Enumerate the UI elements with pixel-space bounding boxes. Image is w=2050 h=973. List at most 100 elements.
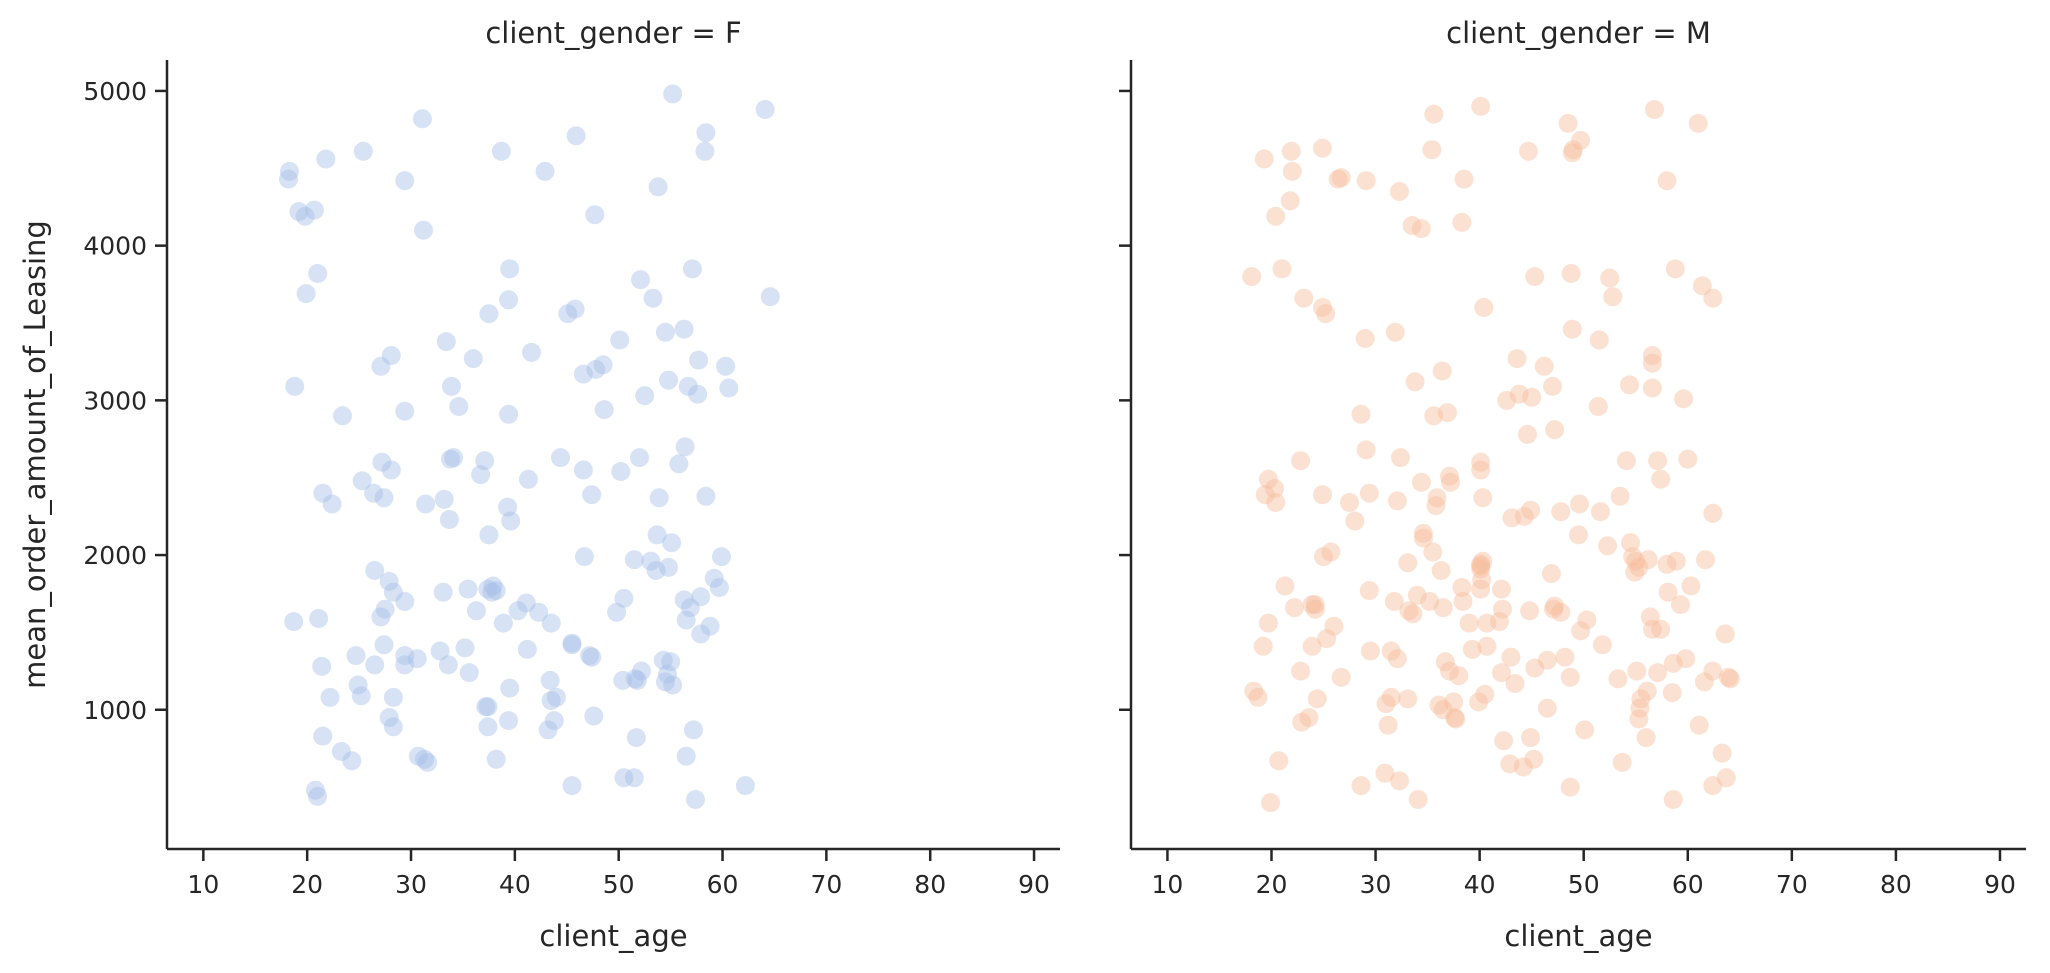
data-point <box>1688 113 1708 133</box>
data-point <box>1427 488 1447 508</box>
data-point <box>1720 669 1740 689</box>
data-point <box>1381 641 1401 661</box>
data-point <box>313 726 333 746</box>
data-point <box>1282 161 1302 181</box>
data-point <box>1242 267 1262 287</box>
data-point <box>493 613 513 633</box>
data-point <box>1642 619 1662 639</box>
data-point <box>688 384 708 404</box>
data-point <box>478 697 498 717</box>
data-point <box>1272 259 1292 279</box>
data-point <box>662 533 682 553</box>
data-point <box>1390 771 1409 791</box>
data-point <box>1534 356 1554 376</box>
data-point <box>407 649 427 669</box>
data-point <box>719 378 739 398</box>
data-point <box>1524 749 1544 769</box>
data-point <box>1266 493 1286 512</box>
x-tick-label: 80 <box>1880 870 1912 899</box>
data-point <box>546 687 566 707</box>
y-ticks-male <box>1119 89 1131 712</box>
data-point <box>663 675 683 695</box>
data-point <box>647 525 667 545</box>
data-point <box>1562 319 1582 339</box>
data-point <box>580 646 600 666</box>
data-point <box>444 448 464 468</box>
x-tick-label: 10 <box>187 870 219 899</box>
data-point <box>1630 698 1650 718</box>
data-point <box>371 607 391 627</box>
data-point <box>383 687 403 707</box>
data-point <box>562 776 582 796</box>
data-point <box>573 460 593 480</box>
x-axis-label-female: client_age <box>539 919 687 953</box>
data-point <box>365 655 385 675</box>
data-point <box>479 525 499 545</box>
data-point <box>684 720 703 740</box>
data-point <box>566 126 586 146</box>
data-point <box>1620 375 1639 395</box>
data-point <box>383 717 403 737</box>
data-point <box>624 768 644 788</box>
data-point <box>364 483 384 503</box>
data-point <box>1555 647 1575 667</box>
data-point <box>538 720 558 740</box>
data-point <box>1676 649 1696 669</box>
data-point <box>1356 171 1376 191</box>
data-point <box>517 639 537 659</box>
data-point <box>381 346 401 365</box>
x-ticks-female: 10 20 30 40 50 60 70 80 90 <box>187 849 1050 899</box>
data-point <box>632 661 651 681</box>
data-point <box>439 510 459 529</box>
data-point <box>1403 604 1423 624</box>
data-point <box>646 561 666 580</box>
data-point <box>573 364 593 384</box>
data-point <box>1305 599 1325 619</box>
data-point <box>614 768 634 788</box>
data-point <box>383 582 403 602</box>
data-point <box>1452 578 1472 597</box>
data-point <box>1494 731 1514 751</box>
data-point <box>1313 138 1332 158</box>
data-point <box>1492 663 1511 683</box>
data-point <box>735 776 755 796</box>
y-tick-label: 2000 <box>83 541 147 570</box>
data-point <box>1328 169 1348 189</box>
data-point <box>696 123 716 143</box>
data-point <box>284 612 304 632</box>
data-point <box>471 465 491 485</box>
data-point <box>709 578 729 597</box>
data-point <box>1612 752 1632 772</box>
data-point <box>1390 182 1409 201</box>
data-point <box>1266 206 1286 226</box>
data-point <box>558 304 578 324</box>
data-point <box>1454 169 1474 189</box>
data-point <box>689 350 709 370</box>
points-female <box>279 84 780 809</box>
data-point <box>1269 751 1289 771</box>
data-point <box>1477 636 1497 656</box>
data-point <box>415 749 434 769</box>
data-point <box>1253 636 1273 656</box>
data-point <box>716 356 736 376</box>
data-point <box>371 356 391 376</box>
data-point <box>659 370 678 390</box>
data-point <box>1588 397 1608 416</box>
data-point <box>313 483 333 503</box>
data-point <box>627 670 647 690</box>
data-point <box>1345 511 1365 531</box>
data-point <box>418 752 438 772</box>
data-point <box>1598 536 1618 556</box>
data-point <box>1299 708 1319 727</box>
data-point <box>353 141 373 161</box>
data-point <box>607 602 627 622</box>
data-point <box>760 287 780 307</box>
data-point <box>374 488 394 508</box>
data-point <box>1440 661 1459 681</box>
data-point <box>320 687 340 707</box>
data-point <box>449 397 469 416</box>
data-point <box>1441 472 1460 492</box>
data-point <box>348 675 368 695</box>
data-point <box>346 646 366 666</box>
data-point <box>1314 547 1333 567</box>
